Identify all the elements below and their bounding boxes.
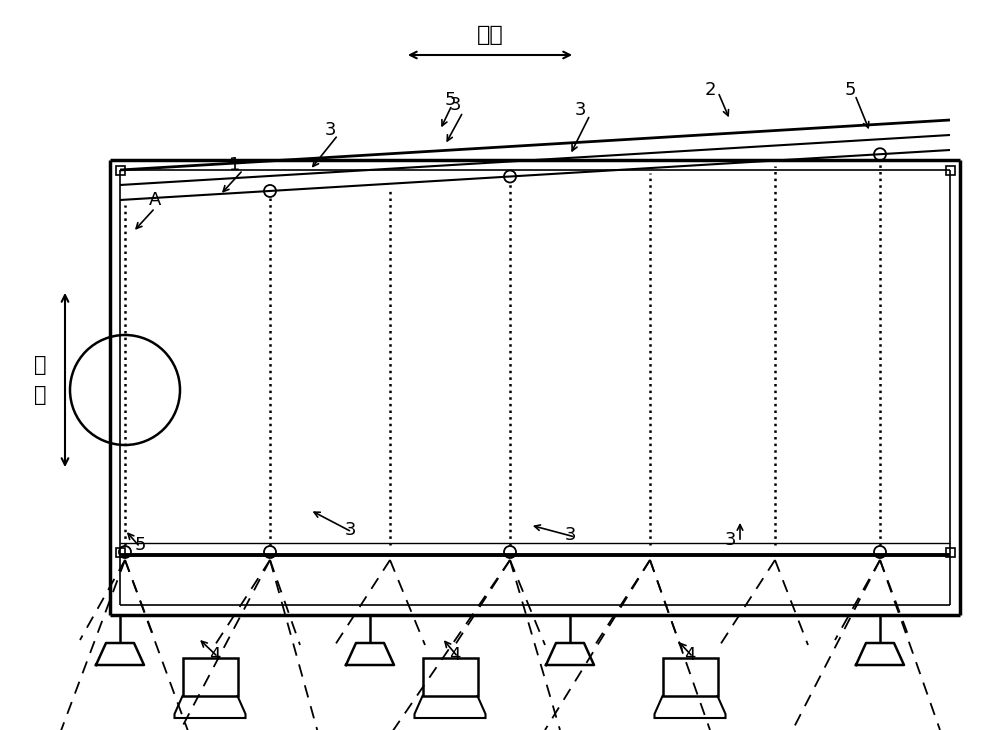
Text: 3: 3 xyxy=(724,531,736,549)
Bar xyxy=(116,548,124,556)
Text: 1: 1 xyxy=(229,156,241,174)
Text: 5: 5 xyxy=(444,91,456,109)
Text: 4: 4 xyxy=(684,646,696,664)
Bar xyxy=(946,548,954,556)
Text: 3: 3 xyxy=(344,521,356,539)
Bar xyxy=(662,658,718,696)
Bar xyxy=(116,166,124,174)
Text: 3: 3 xyxy=(574,101,586,119)
Text: 2: 2 xyxy=(704,81,716,99)
Bar xyxy=(182,658,238,696)
Bar xyxy=(946,166,954,174)
Text: 3: 3 xyxy=(564,526,576,544)
Text: 向: 向 xyxy=(34,385,46,405)
Text: 4: 4 xyxy=(449,646,461,664)
Text: A: A xyxy=(149,191,161,209)
Text: 展向: 展向 xyxy=(477,25,503,45)
Text: 5: 5 xyxy=(844,81,856,99)
Bar xyxy=(422,658,478,696)
Text: 弦: 弦 xyxy=(34,355,46,375)
Text: 3: 3 xyxy=(324,121,336,139)
Text: 3: 3 xyxy=(449,96,461,114)
Text: 4: 4 xyxy=(209,646,221,664)
Text: 5: 5 xyxy=(134,536,146,554)
